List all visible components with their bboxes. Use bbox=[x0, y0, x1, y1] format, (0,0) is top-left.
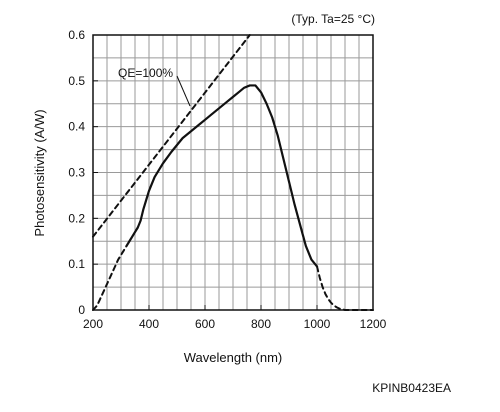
y-tick-label: 0.6 bbox=[68, 28, 85, 42]
series-layer bbox=[92, 34, 374, 311]
qe-label: QE=100% bbox=[118, 66, 173, 80]
x-tick-label: 800 bbox=[251, 317, 271, 331]
axis-layer bbox=[92, 34, 374, 311]
response-solid bbox=[125, 84, 319, 268]
response-short-wave-dashed bbox=[92, 244, 128, 311]
grid-layer bbox=[93, 35, 373, 310]
x-tick-label: 1000 bbox=[304, 317, 331, 331]
y-tick-label: 0.3 bbox=[68, 166, 85, 180]
y-axis-title: Photosensitivity (A/W) bbox=[32, 109, 47, 236]
label-layer: 200 400 600 800 1000 1200 0 0.1 0.2 0.3 0.4 0.5 0.6 bbox=[68, 28, 386, 331]
x-tick-label: 400 bbox=[139, 317, 159, 331]
x-tick-label: 600 bbox=[195, 317, 215, 331]
x-tick-label: 1200 bbox=[360, 317, 387, 331]
qe-reference-line bbox=[92, 34, 251, 238]
conditions-note: (Typ. Ta=25 °C) bbox=[291, 12, 375, 26]
response-long-wave-dashed bbox=[316, 265, 374, 311]
x-tick-label: 200 bbox=[83, 317, 103, 331]
y-tick-label: 0 bbox=[78, 303, 85, 317]
y-tick-label: 0.5 bbox=[68, 74, 85, 88]
figure-code: KPINB0423EA bbox=[372, 381, 451, 395]
qe-leader-line bbox=[176, 75, 191, 107]
y-tick-label: 0.2 bbox=[68, 211, 85, 225]
y-tick-label: 0.1 bbox=[68, 257, 85, 271]
x-axis-title: Wavelength (nm) bbox=[184, 350, 283, 365]
y-tick-label: 0.4 bbox=[68, 120, 85, 134]
